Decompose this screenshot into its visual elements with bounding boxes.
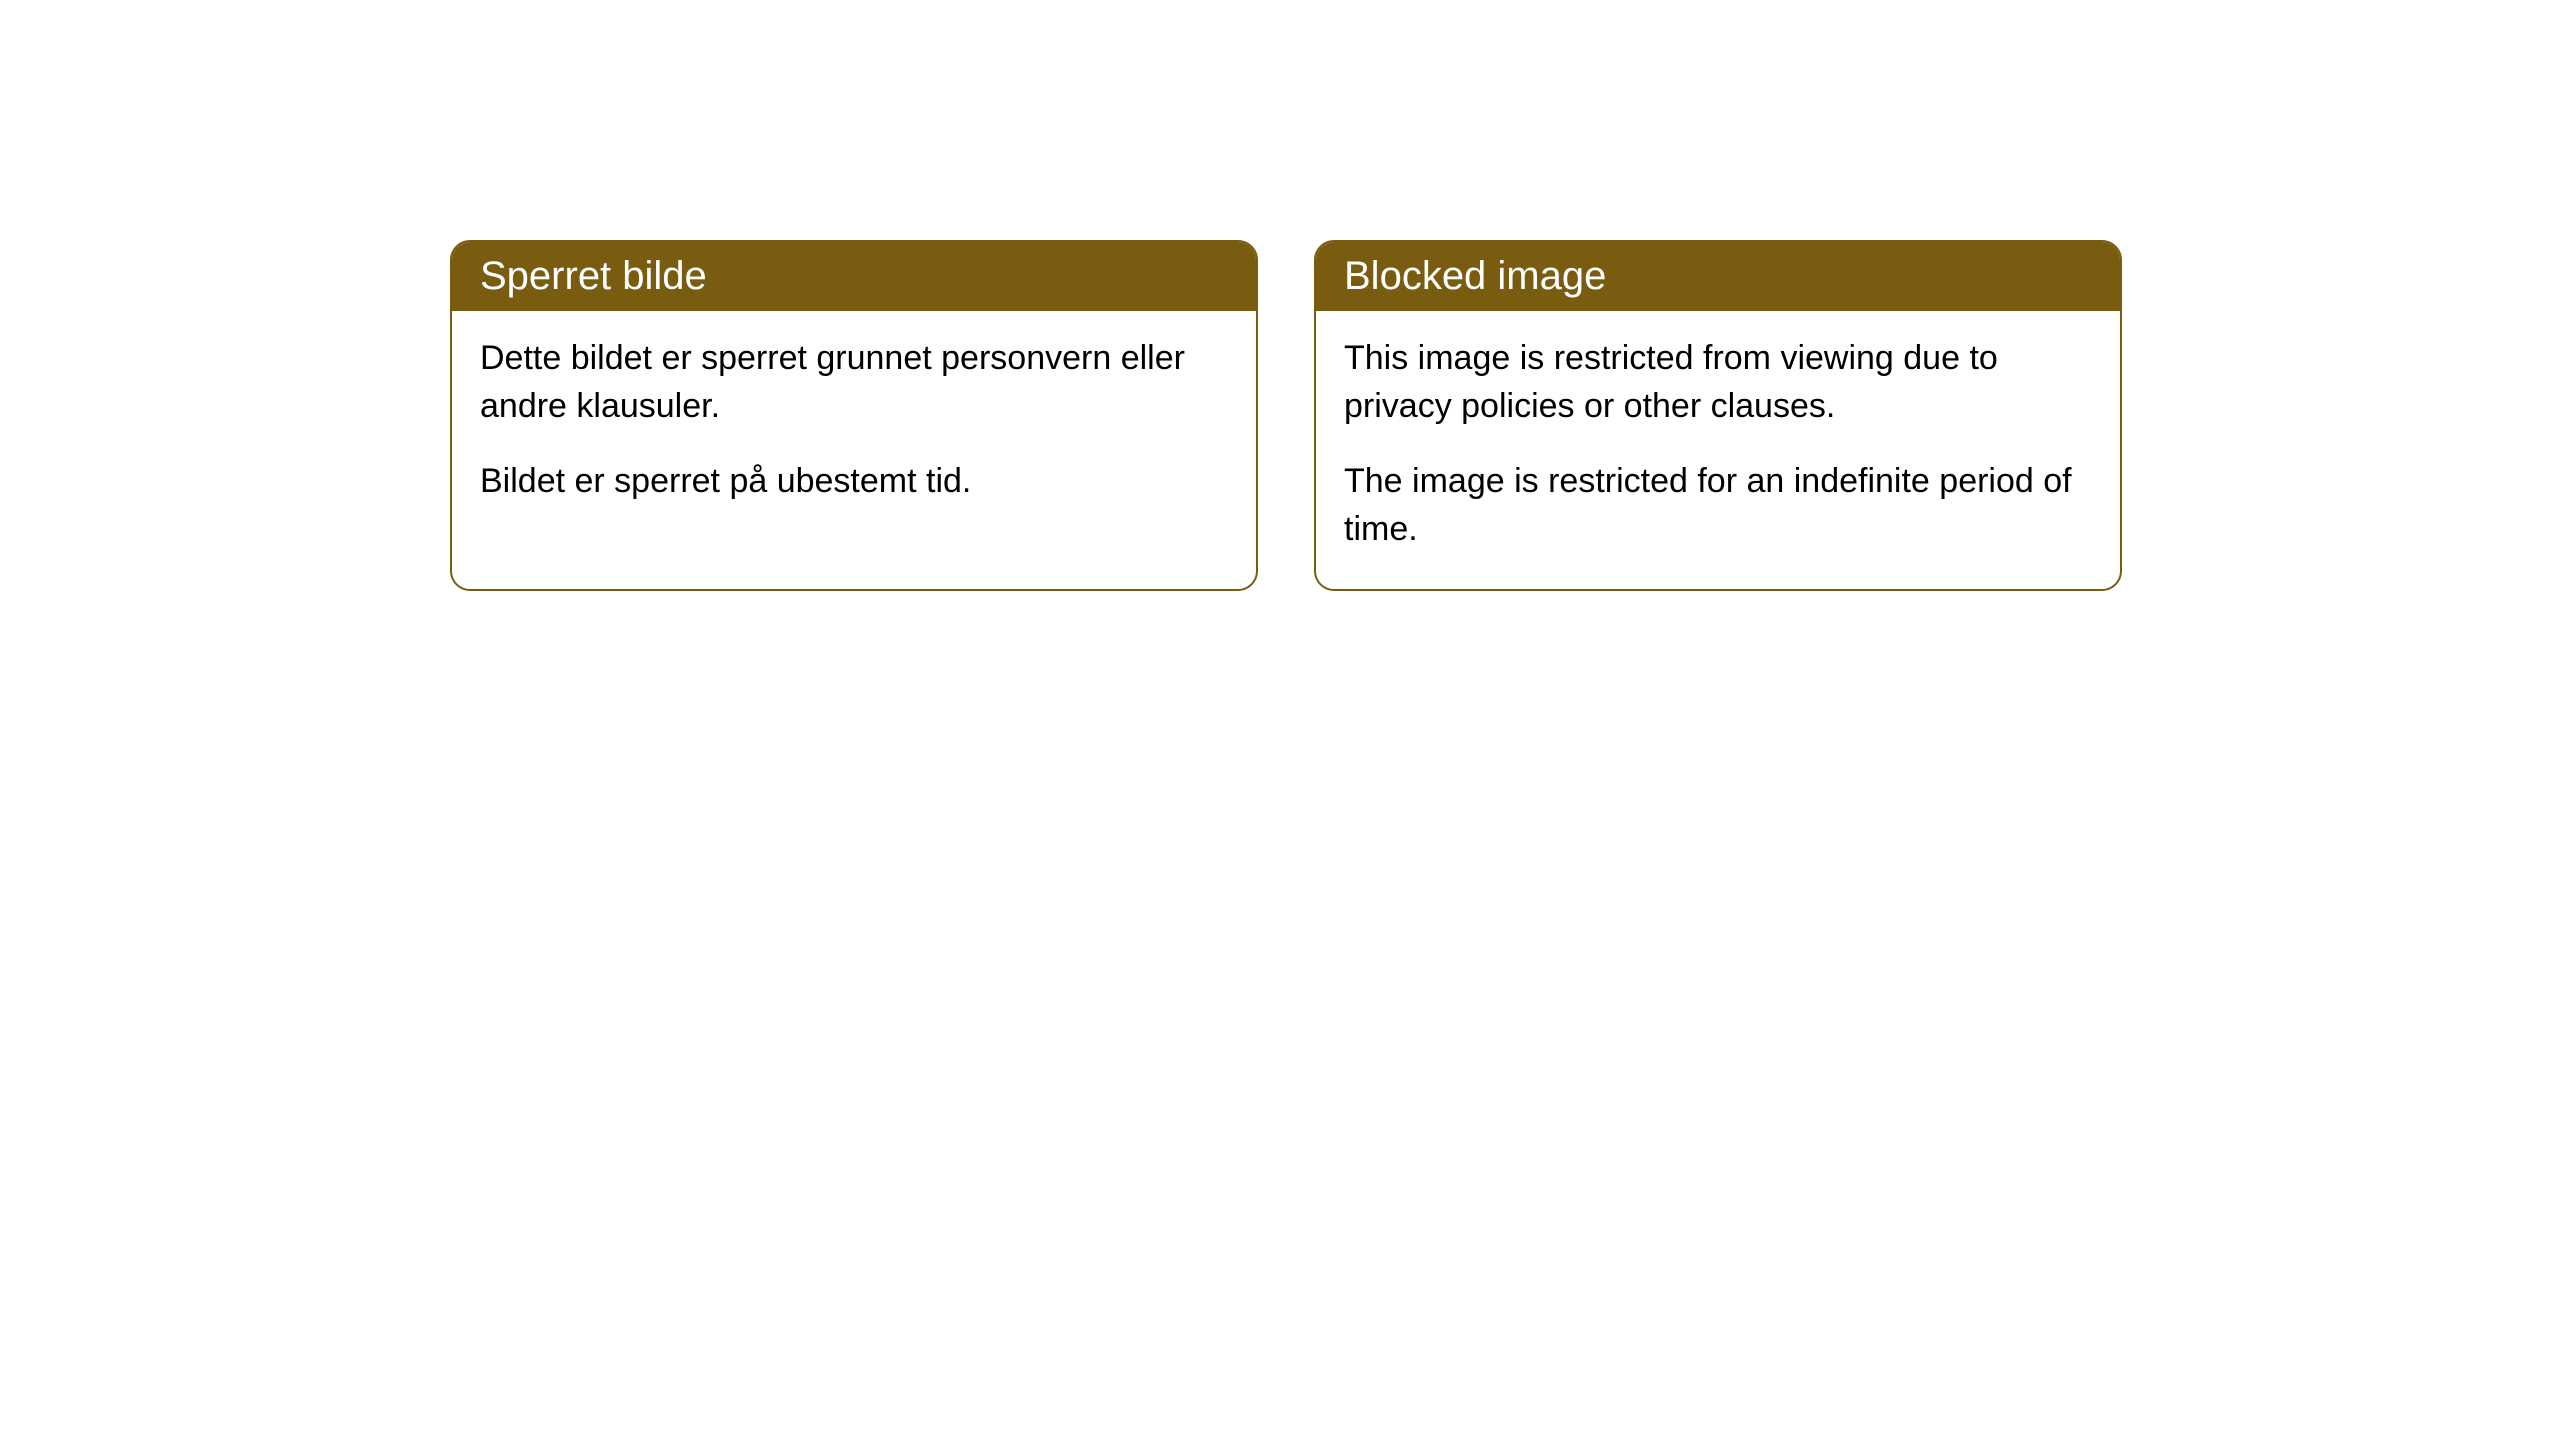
card-paragraph: The image is restricted for an indefinit… xyxy=(1344,458,2092,553)
card-title: Sperret bilde xyxy=(480,254,707,298)
card-paragraph: This image is restricted from viewing du… xyxy=(1344,335,2092,430)
cards-container: Sperret bilde Dette bildet er sperret gr… xyxy=(450,240,2122,591)
card-body-norwegian: Dette bildet er sperret grunnet personve… xyxy=(452,311,1256,542)
card-body-english: This image is restricted from viewing du… xyxy=(1316,311,2120,589)
card-paragraph: Bildet er sperret på ubestemt tid. xyxy=(480,458,1228,506)
card-title: Blocked image xyxy=(1344,254,1606,298)
card-header-english: Blocked image xyxy=(1316,242,2120,311)
card-paragraph: Dette bildet er sperret grunnet personve… xyxy=(480,335,1228,430)
blocked-image-card-norwegian: Sperret bilde Dette bildet er sperret gr… xyxy=(450,240,1258,591)
card-header-norwegian: Sperret bilde xyxy=(452,242,1256,311)
blocked-image-card-english: Blocked image This image is restricted f… xyxy=(1314,240,2122,591)
